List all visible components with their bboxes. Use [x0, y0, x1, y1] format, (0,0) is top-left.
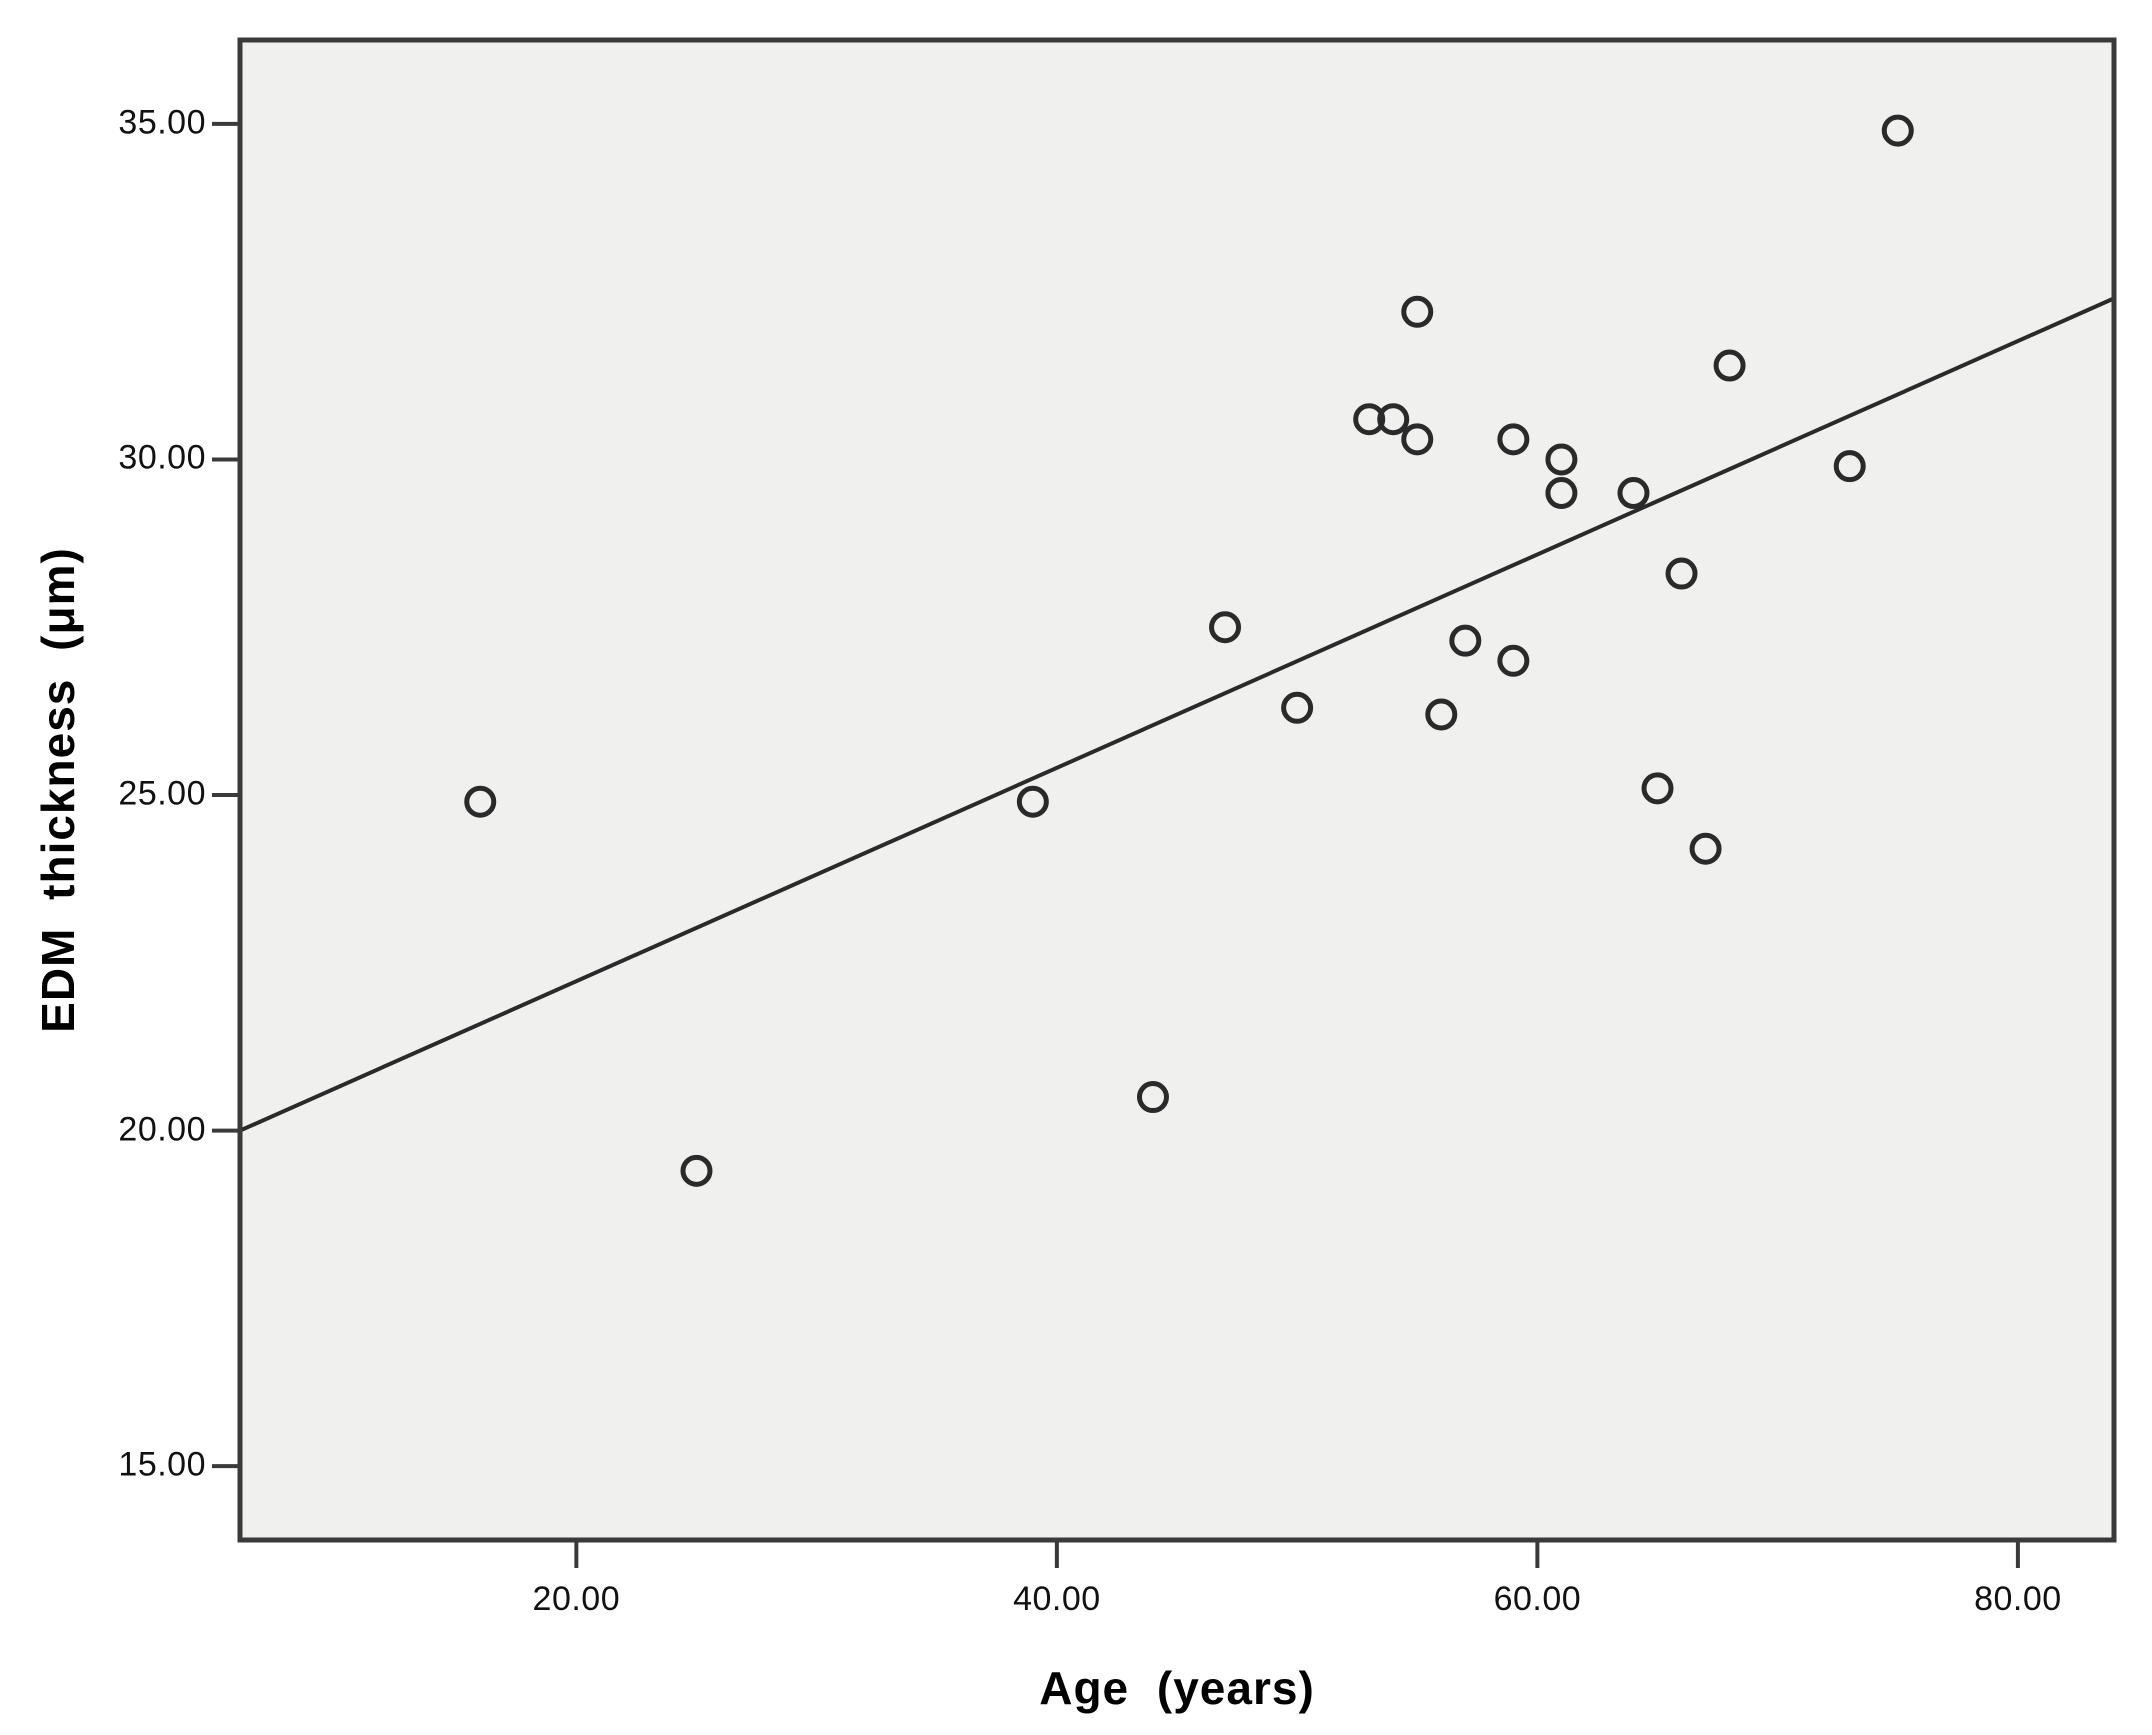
y-tick-label: 30.00	[118, 439, 206, 478]
data-point	[1713, 349, 1746, 382]
data-point	[1401, 295, 1434, 328]
data-point	[1136, 1081, 1169, 1114]
data-point	[1617, 477, 1650, 510]
plot-panel	[240, 40, 2114, 1540]
data-point	[1881, 114, 1914, 147]
y-tick-label: 15.00	[118, 1445, 206, 1484]
x-tick-label: 60.00	[1493, 1580, 1582, 1618]
data-point	[1689, 832, 1722, 865]
data-point	[1665, 557, 1698, 590]
data-point	[1401, 423, 1434, 456]
regression-line	[239, 296, 2115, 1133]
y-tick-label: 35.00	[118, 103, 206, 142]
data-point	[1016, 785, 1049, 818]
data-point	[1641, 772, 1674, 805]
data-point	[1497, 644, 1530, 677]
plot-frame	[237, 37, 2117, 1543]
data-point	[1545, 443, 1578, 476]
data-point	[1377, 403, 1410, 436]
data-point	[1209, 611, 1242, 644]
data-point	[1449, 624, 1482, 657]
data-point	[1281, 691, 1314, 724]
data-point	[680, 1154, 713, 1187]
x-tick-label: 80.00	[1974, 1580, 2062, 1618]
x-axis-title: Age (years)	[1039, 1662, 1315, 1714]
data-point	[1353, 403, 1386, 436]
y-axis-title: EDM thickness (μm)	[32, 547, 84, 1033]
y-tick-label: 20.00	[118, 1110, 206, 1149]
data-point	[1545, 477, 1578, 510]
data-point	[464, 785, 497, 818]
x-tick-label: 40.00	[1013, 1580, 1101, 1618]
data-point	[1497, 423, 1530, 456]
x-tick-label: 20.00	[532, 1580, 621, 1618]
y-tick-label: 25.00	[118, 774, 206, 813]
data-point	[1425, 698, 1458, 731]
data-point	[1833, 450, 1866, 483]
